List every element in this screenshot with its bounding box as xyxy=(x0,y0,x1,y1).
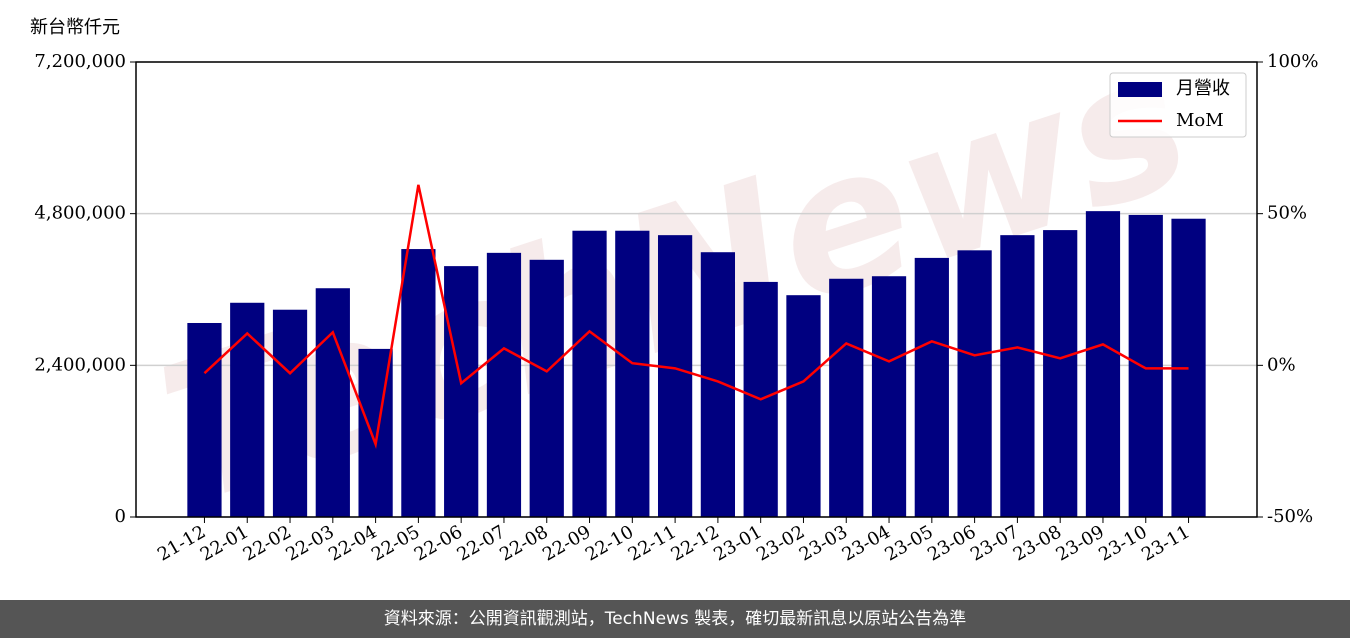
x-tick-label: 22-07 xyxy=(454,521,509,565)
line xyxy=(203,184,1189,449)
x-tick-label: 22-03 xyxy=(282,521,337,565)
bar xyxy=(615,230,650,517)
y-tick-label: 2,400,000 xyxy=(34,354,126,375)
bar xyxy=(657,235,693,517)
y-tick-label: 0 xyxy=(115,506,126,527)
bar xyxy=(572,230,607,517)
bar xyxy=(1128,214,1163,518)
y2-tick-label: 50% xyxy=(1267,203,1307,224)
bar xyxy=(401,249,436,518)
bar xyxy=(187,322,222,517)
x-tick-label: 23-03 xyxy=(796,521,851,565)
x-tick-label: 23-01 xyxy=(710,521,765,565)
chart: 新台幣仟元 TechNews02,400,0004,800,0007,200,0… xyxy=(30,9,1318,566)
bar xyxy=(786,295,821,517)
footer: 資料來源：公開資訊觀測站，TechNews 製表，確切最新訊息以原站公告為準 xyxy=(0,600,1350,638)
x-tick-label: 22-11 xyxy=(625,521,680,565)
x-tick-label: 21-12 xyxy=(154,521,209,565)
x-tick-label: 22-09 xyxy=(539,521,594,565)
x-tick-label: 23-04 xyxy=(839,521,894,565)
y-tick-label: 4,800,000 xyxy=(34,203,126,224)
bar xyxy=(315,288,350,517)
y2-tick-label: -50% xyxy=(1267,506,1313,527)
x-tick-label: 23-11 xyxy=(1138,521,1193,565)
bar xyxy=(957,250,992,517)
bar xyxy=(1000,235,1035,517)
bar xyxy=(871,276,907,517)
legend-label: 月營收 xyxy=(1176,78,1230,99)
x-tick-label: 22-10 xyxy=(582,521,637,565)
bar xyxy=(444,266,479,517)
x-tick-label: 22-06 xyxy=(411,521,466,565)
bar xyxy=(529,259,564,517)
x-tick-label: 23-08 xyxy=(1010,521,1065,565)
x-tick-label: 23-10 xyxy=(1095,521,1150,565)
y-axis-label: 新台幣仟元 xyxy=(30,17,120,38)
bar xyxy=(1085,211,1121,517)
y2-tick-label: 100% xyxy=(1267,51,1318,72)
x-tick-label: 23-05 xyxy=(881,521,936,565)
bar xyxy=(914,257,949,517)
bar xyxy=(230,302,265,517)
bar xyxy=(1043,230,1078,517)
x-tick-label: 22-04 xyxy=(325,521,380,565)
bar xyxy=(700,252,736,517)
legend-swatch xyxy=(1118,82,1162,97)
x-tick-label: 22-05 xyxy=(368,521,423,565)
bar xyxy=(272,309,308,517)
x-tick-label: 23-07 xyxy=(967,521,1022,565)
bar xyxy=(486,252,522,517)
x-tick-label: 23-09 xyxy=(1053,521,1108,565)
x-tick-label: 22-08 xyxy=(496,521,551,565)
x-tick-label: 23-06 xyxy=(924,521,979,565)
plot-frame xyxy=(135,61,1258,518)
bar xyxy=(829,278,864,517)
x-tick-label: 23-02 xyxy=(753,521,808,565)
legend-label: MoM xyxy=(1176,110,1224,131)
y-tick-label: 7,200,000 xyxy=(34,51,126,72)
y2-tick-label: 0% xyxy=(1267,354,1296,375)
x-tick-label: 22-12 xyxy=(667,521,722,565)
